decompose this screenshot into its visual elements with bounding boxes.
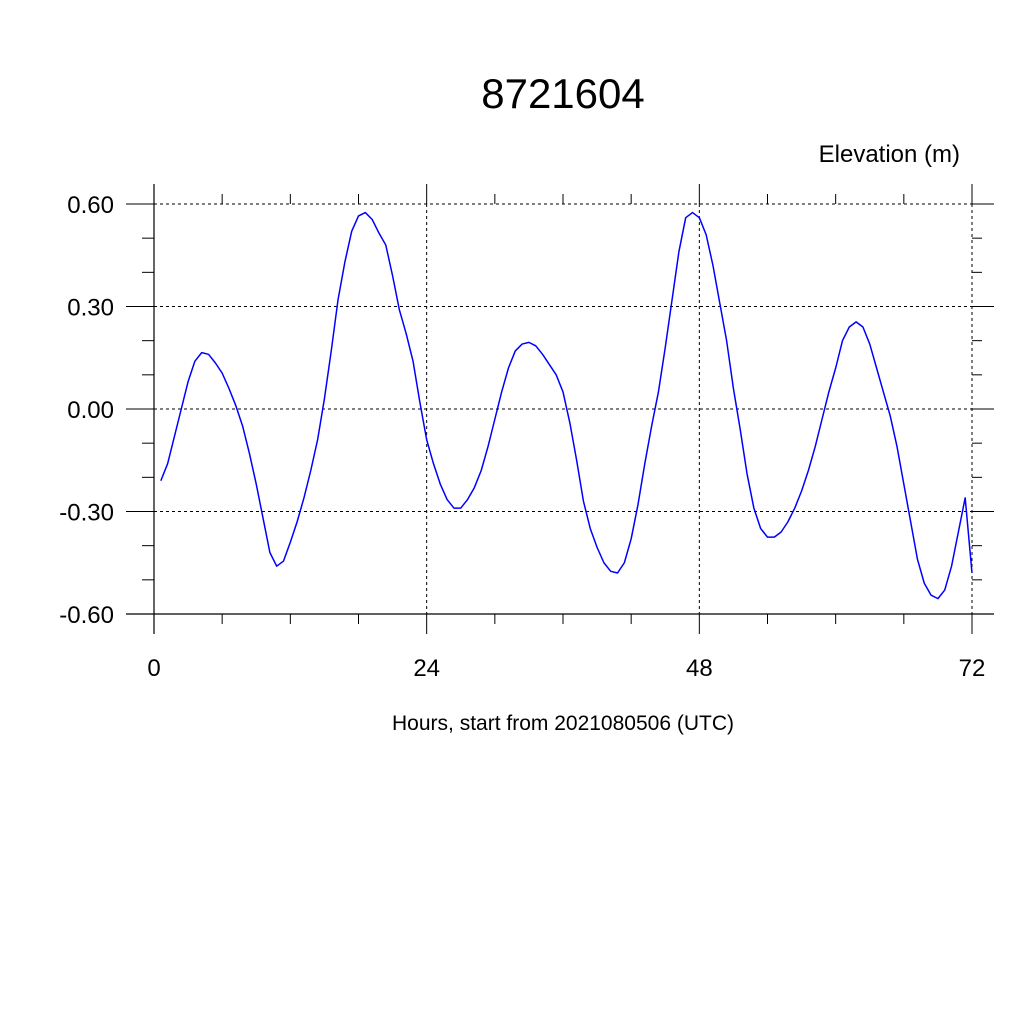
y-tick-label: 0.60 xyxy=(67,192,114,219)
tick-labels: 0.60 0.30 0.00 -0.30 -0.60 0 24 48 72 xyxy=(59,192,985,682)
grid-lines xyxy=(153,203,973,615)
x-tick-label: 72 xyxy=(959,655,986,682)
y-tick-label: -0.60 xyxy=(59,602,114,629)
x-axis-label: Hours, start from 2021080506 (UTC) xyxy=(392,712,734,735)
x-tick-label: 48 xyxy=(686,655,713,682)
x-tick-label: 0 xyxy=(147,655,160,682)
x-tick-label: 24 xyxy=(413,655,440,682)
series-line xyxy=(160,211,973,600)
y-tick-label: 0.00 xyxy=(67,397,114,424)
y-tick-label: 0.30 xyxy=(67,295,114,322)
tick-marks xyxy=(126,184,994,634)
series-layer xyxy=(160,211,973,600)
y-tick-label: -0.30 xyxy=(59,500,114,527)
y-axis-label: Elevation (m) xyxy=(819,141,960,168)
chart-title: 8721604 xyxy=(481,70,645,117)
